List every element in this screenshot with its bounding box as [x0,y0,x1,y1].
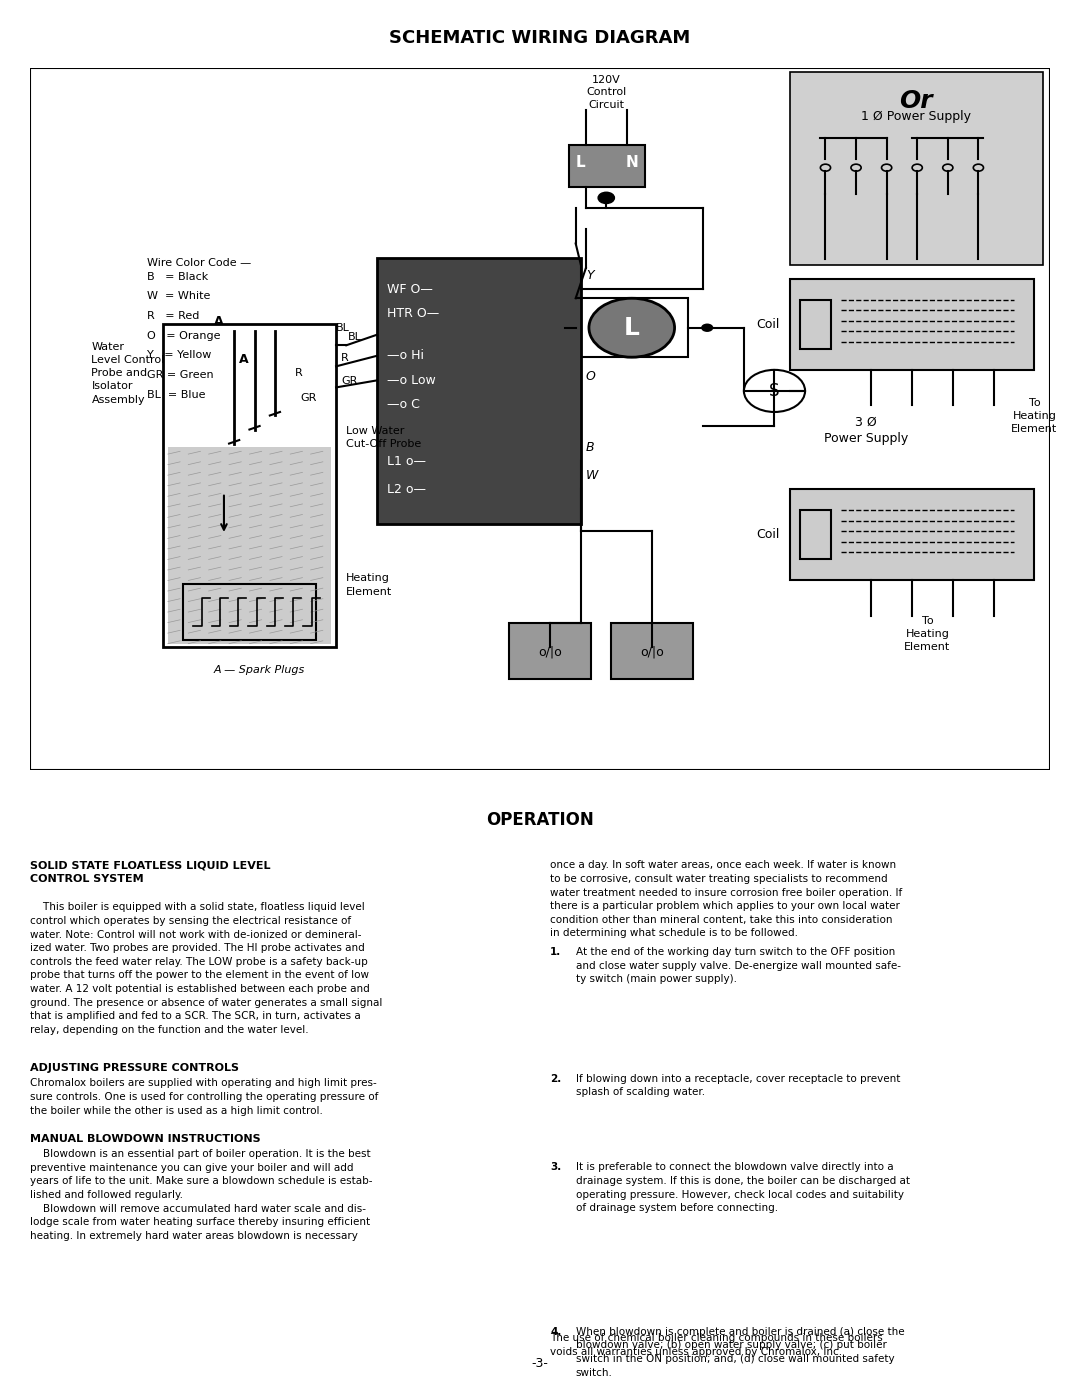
Text: This boiler is equipped with a solid state, floatless liquid level
control which: This boiler is equipped with a solid sta… [30,902,382,1035]
Text: R: R [295,369,303,379]
Bar [184,584,315,640]
Bar [510,623,591,679]
Text: BL: BL [336,323,350,332]
Text: A: A [240,353,248,366]
Text: B   = Black: B = Black [148,271,208,282]
Text: once a day. In soft water areas, once each week. If water is known
to be corrosi: once a day. In soft water areas, once ea… [550,861,903,939]
Text: o/|o: o/|o [538,645,562,658]
Text: Water
Level Control
Probe and
Isolator
Assembly: Water Level Control Probe and Isolator A… [92,342,164,405]
Text: GR: GR [300,393,316,402]
Bar [576,298,688,358]
Text: O: O [585,370,596,383]
Text: ADJUSTING PRESSURE CONTROLS: ADJUSTING PRESSURE CONTROLS [30,1063,240,1073]
Text: OPERATION: OPERATION [486,812,594,828]
Text: W: W [585,468,598,482]
Text: GR = Green: GR = Green [148,370,214,380]
Circle shape [555,324,567,332]
Bar [611,623,693,679]
Circle shape [589,298,675,358]
Text: 120V
Control
Circuit: 120V Control Circuit [586,75,626,110]
Text: R   = Red: R = Red [148,312,200,321]
Text: 2.: 2. [550,1074,562,1084]
Text: 1 Ø Power Supply: 1 Ø Power Supply [861,110,971,123]
Text: If blowing down into a receptacle, cover receptacle to prevent
splash of scaldin: If blowing down into a receptacle, cover… [576,1074,900,1097]
Text: When blowdown is complete and boiler is drained (a) close the
blowdown valve; (b: When blowdown is complete and boiler is … [576,1327,904,1377]
Bar [167,447,330,644]
Text: Low Water
Cut-Off Probe: Low Water Cut-Off Probe [347,426,421,450]
Text: SCHEMATIC WIRING DIAGRAM: SCHEMATIC WIRING DIAGRAM [390,29,690,47]
Bar [789,71,1042,264]
Text: —o Hi: —o Hi [387,349,424,362]
Text: —o Low: —o Low [387,374,436,387]
Text: 3 Ø
Power Supply: 3 Ø Power Supply [824,415,908,446]
Circle shape [701,324,713,332]
Bar [377,257,581,524]
Text: Blowdown is an essential part of boiler operation. It is the best
preventive mai: Blowdown is an essential part of boiler … [30,1150,373,1241]
Bar [800,300,831,349]
Text: A — Spark Plugs: A — Spark Plugs [214,665,305,675]
Text: L: L [576,155,585,170]
Bar [568,145,645,187]
Text: O   = Orange: O = Orange [148,331,221,341]
Text: MANUAL BLOWDOWN INSTRUCTIONS: MANUAL BLOWDOWN INSTRUCTIONS [30,1133,261,1144]
Text: Wire Color Code —: Wire Color Code — [148,257,252,268]
Text: 3.: 3. [550,1162,562,1172]
Text: HTR O—: HTR O— [387,307,440,320]
Text: BL  = Blue: BL = Blue [148,390,206,400]
Text: L: L [624,316,639,339]
Circle shape [598,193,615,204]
Text: To
Heating
Element: To Heating Element [904,616,950,652]
Bar [789,489,1035,581]
Text: 1.: 1. [550,947,562,957]
Text: —o C: —o C [387,398,420,412]
Text: Or: Or [900,89,933,113]
Text: At the end of the working day turn switch to the OFF position
and close water su: At the end of the working day turn switc… [576,947,901,985]
Bar [789,278,1035,370]
Bar [163,324,336,647]
Text: W  = White: W = White [148,291,211,302]
Text: B: B [585,440,594,454]
Text: Chromalox boilers are supplied with operating and high limit pres-
sure controls: Chromalox boilers are supplied with oper… [30,1078,379,1116]
Text: Y   = Yellow: Y = Yellow [148,351,212,360]
Text: GR: GR [341,376,357,386]
Text: Heating
Element: Heating Element [347,573,392,597]
Text: o/|o: o/|o [640,645,664,658]
Text: L1 o—: L1 o— [387,454,427,468]
Text: SOLID STATE FLOATLESS LIQUID LEVEL
CONTROL SYSTEM: SOLID STATE FLOATLESS LIQUID LEVEL CONTR… [30,861,271,884]
Text: WF O—: WF O— [387,282,433,296]
Text: S: S [769,381,780,400]
Text: N: N [625,155,638,170]
Text: It is preferable to connect the blowdown valve directly into a
drainage system. : It is preferable to connect the blowdown… [576,1162,909,1213]
Text: BL: BL [349,331,362,342]
Bar [800,510,831,559]
Text: 4.: 4. [550,1327,562,1337]
Text: Coil: Coil [756,528,780,541]
Text: L2 o—: L2 o— [387,483,427,496]
Text: R: R [341,353,349,363]
Text: Coil: Coil [756,317,780,331]
Text: The use of chemical boiler cleaning compounds in these boilers
voids all warrant: The use of chemical boiler cleaning comp… [550,1333,883,1356]
Text: -3-: -3- [531,1356,549,1369]
Text: A: A [214,314,224,328]
Text: To
Heating
Element: To Heating Element [1011,398,1057,434]
Text: Y: Y [585,268,594,282]
